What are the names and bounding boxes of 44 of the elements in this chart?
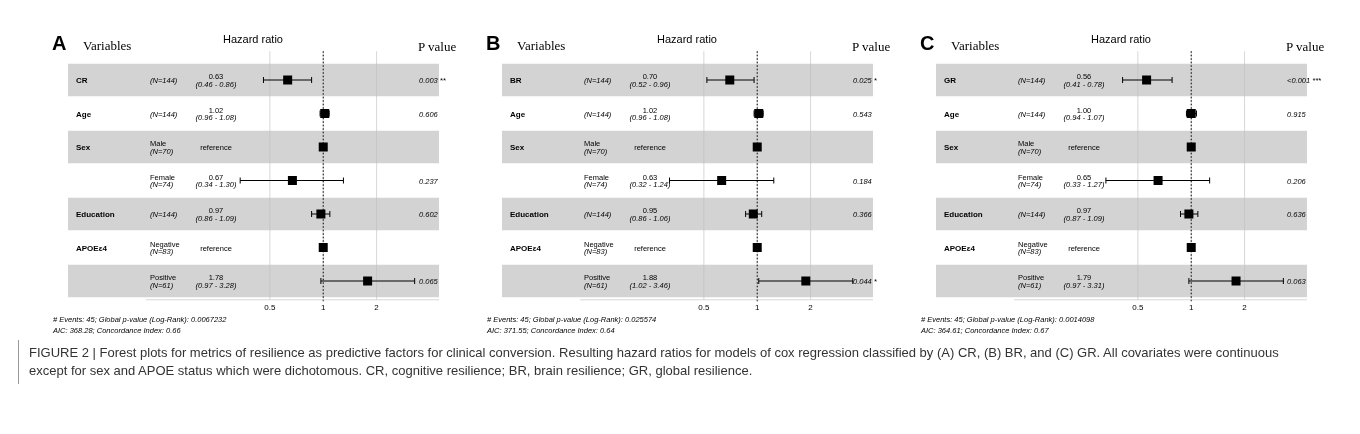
y-tick-label: Sex xyxy=(944,143,959,152)
x-axis-title: Hazard ratio xyxy=(657,33,717,45)
y-tick-label: GR xyxy=(944,76,957,85)
x-tick-label: 2 xyxy=(374,302,380,312)
point xyxy=(318,142,328,152)
x-axis-title: Hazard ratio xyxy=(223,33,283,45)
y-tick-label: BR xyxy=(510,76,522,85)
y2-axis-title: P value xyxy=(418,39,457,54)
y-tick-label: APOEε4 xyxy=(510,243,542,253)
x-tick-label: 0.5 xyxy=(264,302,276,312)
y-tick-label: Age xyxy=(510,109,526,119)
y2-axis-title: P value xyxy=(1286,39,1325,54)
y-tick-label: Sex xyxy=(510,143,525,152)
x-tick-label: 2 xyxy=(1242,302,1248,312)
point xyxy=(363,276,373,286)
point xyxy=(316,209,326,219)
chart-title: B xyxy=(486,32,501,54)
y-tick-label: Age xyxy=(76,109,92,119)
x-tick-label: 2 xyxy=(808,302,814,312)
y-axis-title: Variables xyxy=(951,38,1000,53)
point xyxy=(752,243,762,252)
y-tick-label: CR xyxy=(76,76,88,85)
y-axis-title: Variables xyxy=(517,38,566,53)
x-tick-label: 0.5 xyxy=(698,302,710,312)
y2-axis-title: P value xyxy=(852,39,891,54)
x-axis-title: Hazard ratio xyxy=(1091,33,1151,45)
y-tick-label: Education xyxy=(944,210,983,219)
y-tick-label: Sex xyxy=(76,143,91,152)
point xyxy=(318,243,328,252)
chart-title: A xyxy=(52,32,67,54)
y-tick-label: APOEε4 xyxy=(944,243,976,253)
x-tick-label: 1 xyxy=(755,302,760,312)
x-tick-label: 1 xyxy=(321,302,326,312)
x-tick-label: 0.5 xyxy=(1132,302,1144,312)
y-axis-title: Variables xyxy=(83,38,132,53)
y-tick-label: Education xyxy=(76,210,115,219)
y-tick-label: Education xyxy=(510,210,549,219)
y-tick-label: APOEε4 xyxy=(76,243,108,253)
caption: FIGURE 2 | Forest plots for metrics of resilience as predictive factors for clinical conversion. Resulting hazard ratios for models of cox regression classified by (A) CR, (B) BR, and (C) GR. All covariates were continuous except for sex and APOE status which were dichotomous. CR, cognitive resilience; BR, brain resilience; GR, global resilience. xyxy=(29,344,1280,380)
point xyxy=(801,276,811,286)
x-tick-label: 1 xyxy=(1189,302,1194,312)
y-tick-label: Age xyxy=(944,109,960,119)
chart-title: C xyxy=(920,32,935,54)
point xyxy=(752,142,762,152)
